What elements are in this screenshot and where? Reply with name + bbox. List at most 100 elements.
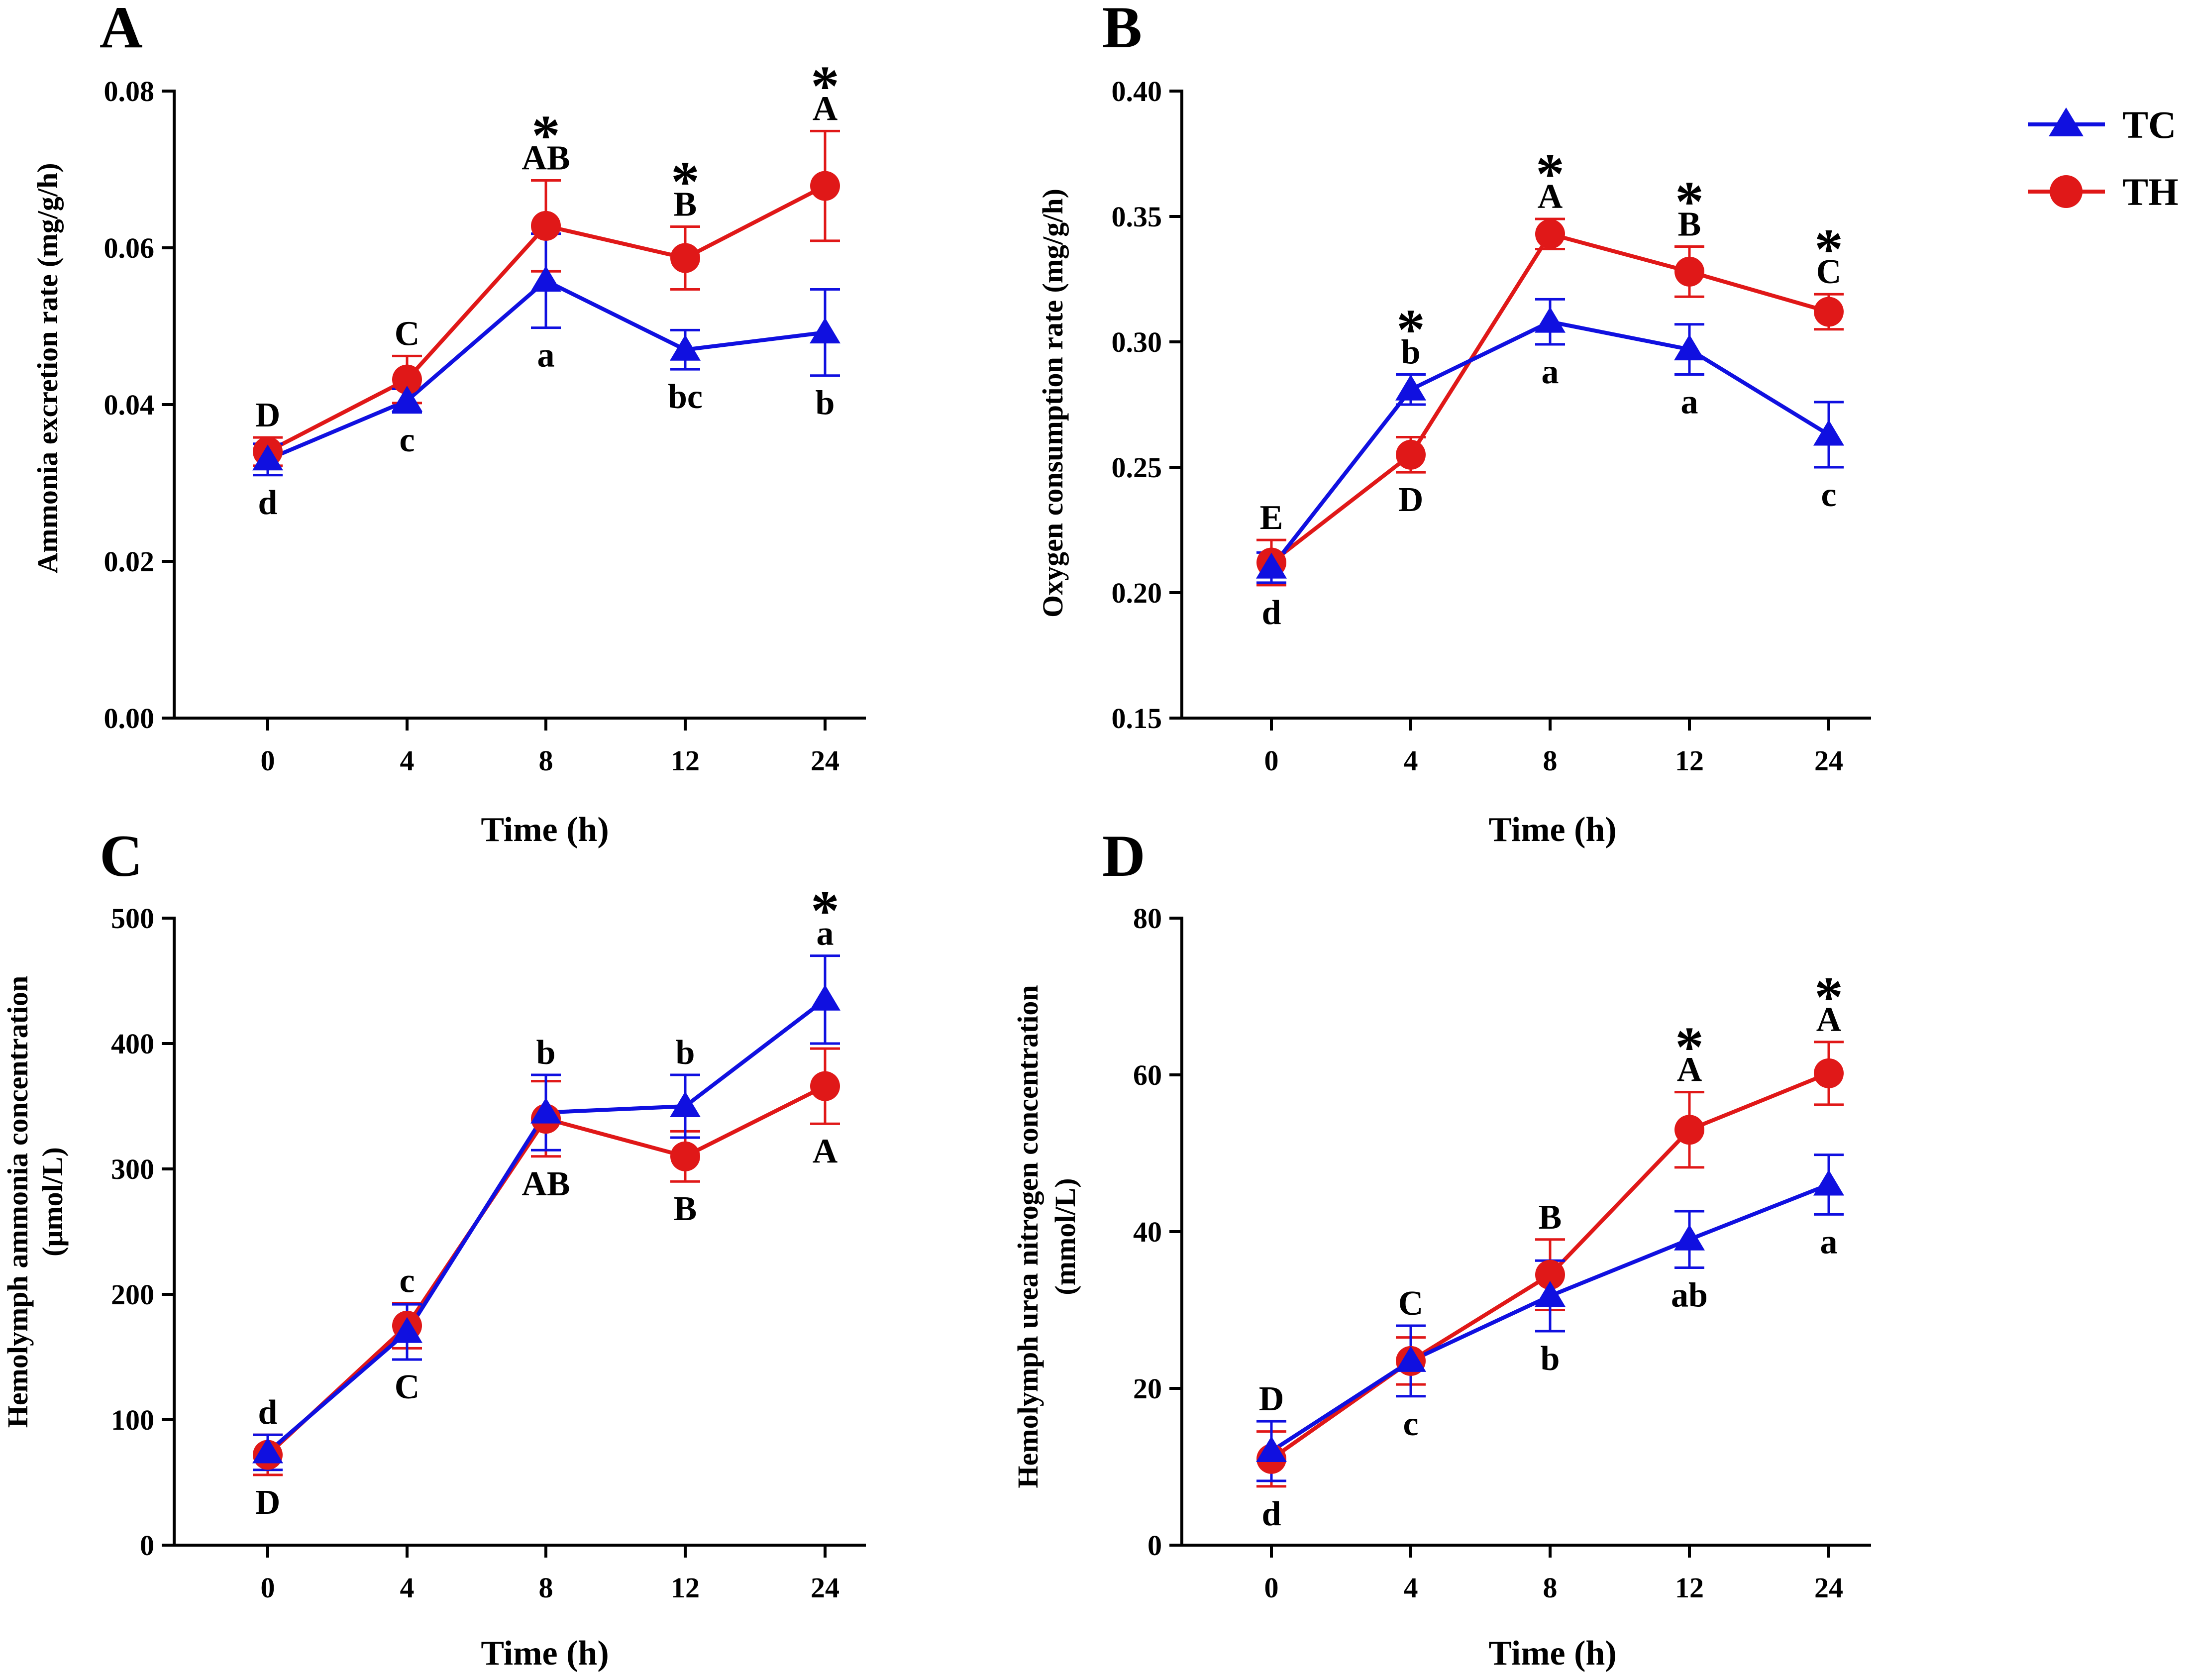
tc-point <box>1813 420 1844 446</box>
y-tick-label: 500 <box>111 902 154 935</box>
legend: TC TH <box>2028 103 2179 213</box>
group-letter-upper: C <box>1398 1284 1424 1323</box>
group-letter-upper: A <box>1677 1051 1702 1089</box>
panel-a-ylabel: Ammonia excretion rate (mg/g/h) <box>31 163 64 573</box>
group-letter-lower: A <box>813 1132 838 1170</box>
group-letter-lower: d <box>1262 594 1281 632</box>
tc-point <box>1535 1281 1566 1307</box>
tc-point <box>1813 1169 1844 1196</box>
panel-d-label: D <box>1102 823 1146 889</box>
group-letter-lower: ab <box>1671 1276 1708 1314</box>
tc-point <box>252 444 283 471</box>
group-letter-upper: d <box>258 1393 278 1432</box>
significance-star: * <box>811 879 839 943</box>
y-tick-label: 100 <box>111 1404 154 1436</box>
group-letter-upper: B <box>1539 1198 1562 1237</box>
group-letter-lower: c <box>399 421 415 459</box>
panel-b-xlabel: Time (h) <box>1488 811 1616 849</box>
group-letter-upper: B <box>674 185 697 223</box>
panel-d-xlabel: Time (h) <box>1488 1634 1616 1673</box>
group-letter-upper: A <box>813 90 838 128</box>
th-point <box>1674 1115 1704 1145</box>
y-tick-label: 0.06 <box>104 232 155 264</box>
significance-star: * <box>1675 1016 1704 1079</box>
th-point <box>1535 219 1565 249</box>
x-tick-label: 24 <box>1814 744 1843 777</box>
x-tick-label: 24 <box>1814 1572 1843 1604</box>
tc-point <box>1256 552 1287 579</box>
y-tick-label: 40 <box>1133 1216 1162 1248</box>
y-tick-label: 0.15 <box>1112 702 1162 735</box>
x-tick-label: 12 <box>1675 1572 1704 1604</box>
x-tick-label: 4 <box>1404 744 1418 777</box>
group-letter-lower: b <box>1541 1340 1560 1378</box>
panel-a: A 0.000.020.040.060.080 4 8 12 24DdCcABa*Bbc… <box>31 0 866 849</box>
group-letter-upper: b <box>1401 333 1421 372</box>
group-letter-upper: D <box>255 396 281 434</box>
group-letter-upper: A <box>1538 178 1563 216</box>
th-point <box>531 210 561 241</box>
group-letter-lower: b <box>816 384 835 422</box>
tc-point <box>1674 1224 1705 1251</box>
group-letter-upper: b <box>536 1034 556 1072</box>
group-letter-upper: A <box>1816 1001 1842 1039</box>
group-letter-upper: C <box>1816 253 1842 291</box>
group-letter-lower: AB <box>522 1165 570 1203</box>
panel-a-xlabel: Time (h) <box>481 811 609 849</box>
significance-star: * <box>1396 298 1425 361</box>
tc-point <box>1256 1436 1287 1462</box>
x-tick-label: 0 <box>261 1572 275 1604</box>
significance-star: * <box>531 104 560 167</box>
y-tick-label: 200 <box>111 1278 154 1311</box>
group-letter-lower: a <box>537 336 555 375</box>
x-tick-label: 12 <box>671 744 700 777</box>
group-letter-upper: E <box>1260 499 1283 537</box>
group-letter-upper: c <box>399 1262 415 1300</box>
tc-point <box>252 1437 283 1464</box>
panel-b-plot: 0.150.200.250.300.350.400 4 8 12 24EdbD*Aa*B… <box>1112 75 1871 777</box>
group-letter-upper: D <box>1259 1380 1284 1418</box>
th-point <box>1674 256 1704 287</box>
x-tick-label: 24 <box>811 744 839 777</box>
y-tick-label: 0 <box>140 1529 154 1562</box>
x-tick-label: 0 <box>261 744 275 777</box>
tc-point <box>1674 334 1705 361</box>
x-tick-label: 0 <box>1264 744 1279 777</box>
significance-star: * <box>1675 170 1704 233</box>
group-letter-lower: c <box>1403 1405 1418 1443</box>
x-tick-label: 4 <box>400 744 415 777</box>
y-tick-label: 0.40 <box>1112 75 1162 107</box>
y-tick-label: 0.30 <box>1112 326 1162 358</box>
tc-point <box>392 1317 422 1343</box>
y-tick-label: 0.20 <box>1112 577 1162 609</box>
significance-star: * <box>811 54 839 117</box>
x-tick-label: 8 <box>539 744 553 777</box>
panel-c-label: C <box>100 823 143 889</box>
panel-c: C 0 100 200 300 400 500 0 4 8 12 24 d Dc Cb AB b Ba A * He… <box>1 823 866 1673</box>
significance-star: * <box>671 150 700 213</box>
panel-a-label: A <box>100 0 143 60</box>
group-letter-upper: a <box>817 915 834 953</box>
series-line-th <box>1270 231 1830 564</box>
group-letter-lower: a <box>1681 383 1698 421</box>
group-letter-upper: C <box>395 315 420 353</box>
x-tick-label: 12 <box>1675 744 1704 777</box>
group-letter-upper: B <box>1678 205 1701 243</box>
panel-b: B 0.150.200.250.300.350.400 4 8 12 24EdbD*Aa… <box>1037 0 1871 849</box>
y-tick-label: 0.25 <box>1112 451 1162 484</box>
y-tick-label: 0.35 <box>1112 201 1162 233</box>
tc-point <box>530 1097 561 1124</box>
significance-star: * <box>1536 142 1565 206</box>
x-tick-label: 4 <box>400 1572 415 1604</box>
th-point <box>670 243 700 273</box>
group-letter-lower: c <box>1821 476 1836 514</box>
y-tick-label: 0.08 <box>104 75 155 107</box>
panel-d-ylabel-line2: (mmol/L) <box>1049 1178 1081 1295</box>
tc-point <box>670 1091 701 1117</box>
panel-b-ylabel: Oxygen consumption rate (mg/g/h) <box>1037 189 1069 618</box>
tc-point <box>810 317 840 344</box>
group-letter-upper: AB <box>522 139 570 178</box>
